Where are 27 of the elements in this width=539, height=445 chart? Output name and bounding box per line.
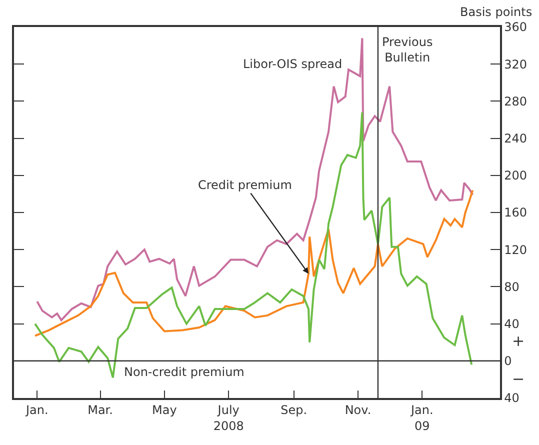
x-tick-label: Mar. [88, 403, 113, 418]
text: + [512, 332, 525, 350]
y-tick-label: 200 [504, 168, 528, 183]
line-series [34, 111, 473, 379]
y-tick-label: 120 [504, 242, 528, 257]
x-tick-label: Sep. [280, 403, 308, 418]
annotation: Libor-OIS spread [243, 57, 342, 71]
x-tick-label: May [152, 403, 177, 418]
y-tick-label: 160 [504, 206, 528, 220]
x-tick-label: Jan. 09 [410, 403, 434, 433]
ref-line-label: Previous Bulletin [382, 35, 433, 65]
x-tick-label: Jan. [24, 403, 48, 418]
y-tick-label: 40 [504, 391, 520, 406]
y-tick-label: 80 [504, 280, 520, 294]
annotation: Non-credit premium [124, 365, 244, 379]
text: − [512, 370, 525, 388]
y-tick-label: 240 [504, 132, 528, 146]
annotation: Credit premium [198, 178, 292, 192]
y-tick-label: 0 [504, 354, 512, 368]
line-series [36, 37, 474, 322]
x-tick-label: Nov. [344, 403, 372, 418]
x-tick-label: July 2008 [213, 403, 244, 433]
y-tick-label: 280 [504, 94, 528, 108]
y-tick-label: 360 [504, 20, 528, 34]
y-tick-label: 320 [504, 57, 528, 72]
y-tick-label: 40 [504, 317, 520, 331]
y-axis-title: Basis points [460, 5, 532, 19]
